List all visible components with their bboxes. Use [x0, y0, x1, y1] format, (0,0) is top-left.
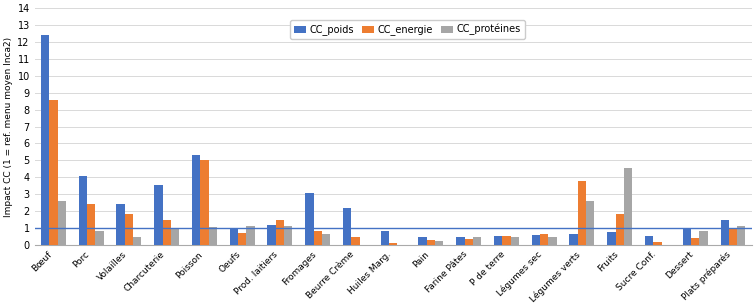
Bar	[314, 231, 322, 245]
Bar	[87, 204, 95, 245]
Bar	[209, 227, 217, 245]
Bar	[133, 237, 141, 245]
Bar	[720, 220, 729, 245]
Bar	[569, 234, 578, 245]
Bar	[352, 237, 360, 245]
Bar	[268, 225, 276, 245]
Legend: CC_poids, CC_energie, CC_protéines: CC_poids, CC_energie, CC_protéines	[290, 20, 525, 39]
Bar	[502, 236, 510, 245]
Bar	[49, 99, 57, 245]
Bar	[691, 238, 699, 245]
Bar	[456, 237, 464, 245]
Bar	[540, 234, 548, 245]
Bar	[653, 241, 662, 245]
Bar	[246, 226, 255, 245]
Bar	[163, 220, 171, 245]
Bar	[586, 201, 594, 245]
Bar	[683, 228, 691, 245]
Bar	[494, 236, 502, 245]
Bar	[419, 237, 427, 245]
Bar	[343, 208, 352, 245]
Bar	[729, 228, 737, 245]
Bar	[171, 228, 179, 245]
Bar	[531, 235, 540, 245]
Bar	[95, 231, 104, 245]
Y-axis label: Impact CC (1 = ref. menu moyen Inca2): Impact CC (1 = ref. menu moyen Inca2)	[5, 37, 13, 217]
Bar	[322, 234, 330, 245]
Bar	[154, 185, 163, 245]
Bar	[238, 233, 246, 245]
Bar	[699, 231, 708, 245]
Bar	[276, 220, 284, 245]
Bar	[427, 240, 435, 245]
Bar	[645, 236, 653, 245]
Bar	[125, 214, 133, 245]
Bar	[624, 168, 632, 245]
Bar	[510, 237, 519, 245]
Bar	[305, 192, 314, 245]
Bar	[79, 176, 87, 245]
Bar	[615, 214, 624, 245]
Bar	[472, 237, 481, 245]
Bar	[41, 35, 49, 245]
Bar	[578, 181, 586, 245]
Bar	[389, 243, 398, 245]
Bar	[737, 226, 745, 245]
Bar	[435, 241, 444, 245]
Bar	[548, 237, 556, 245]
Bar	[116, 205, 125, 245]
Bar	[230, 228, 238, 245]
Bar	[607, 232, 615, 245]
Bar	[381, 231, 389, 245]
Bar	[57, 201, 66, 245]
Bar	[464, 239, 472, 245]
Bar	[284, 226, 293, 245]
Bar	[200, 160, 209, 245]
Bar	[192, 155, 200, 245]
